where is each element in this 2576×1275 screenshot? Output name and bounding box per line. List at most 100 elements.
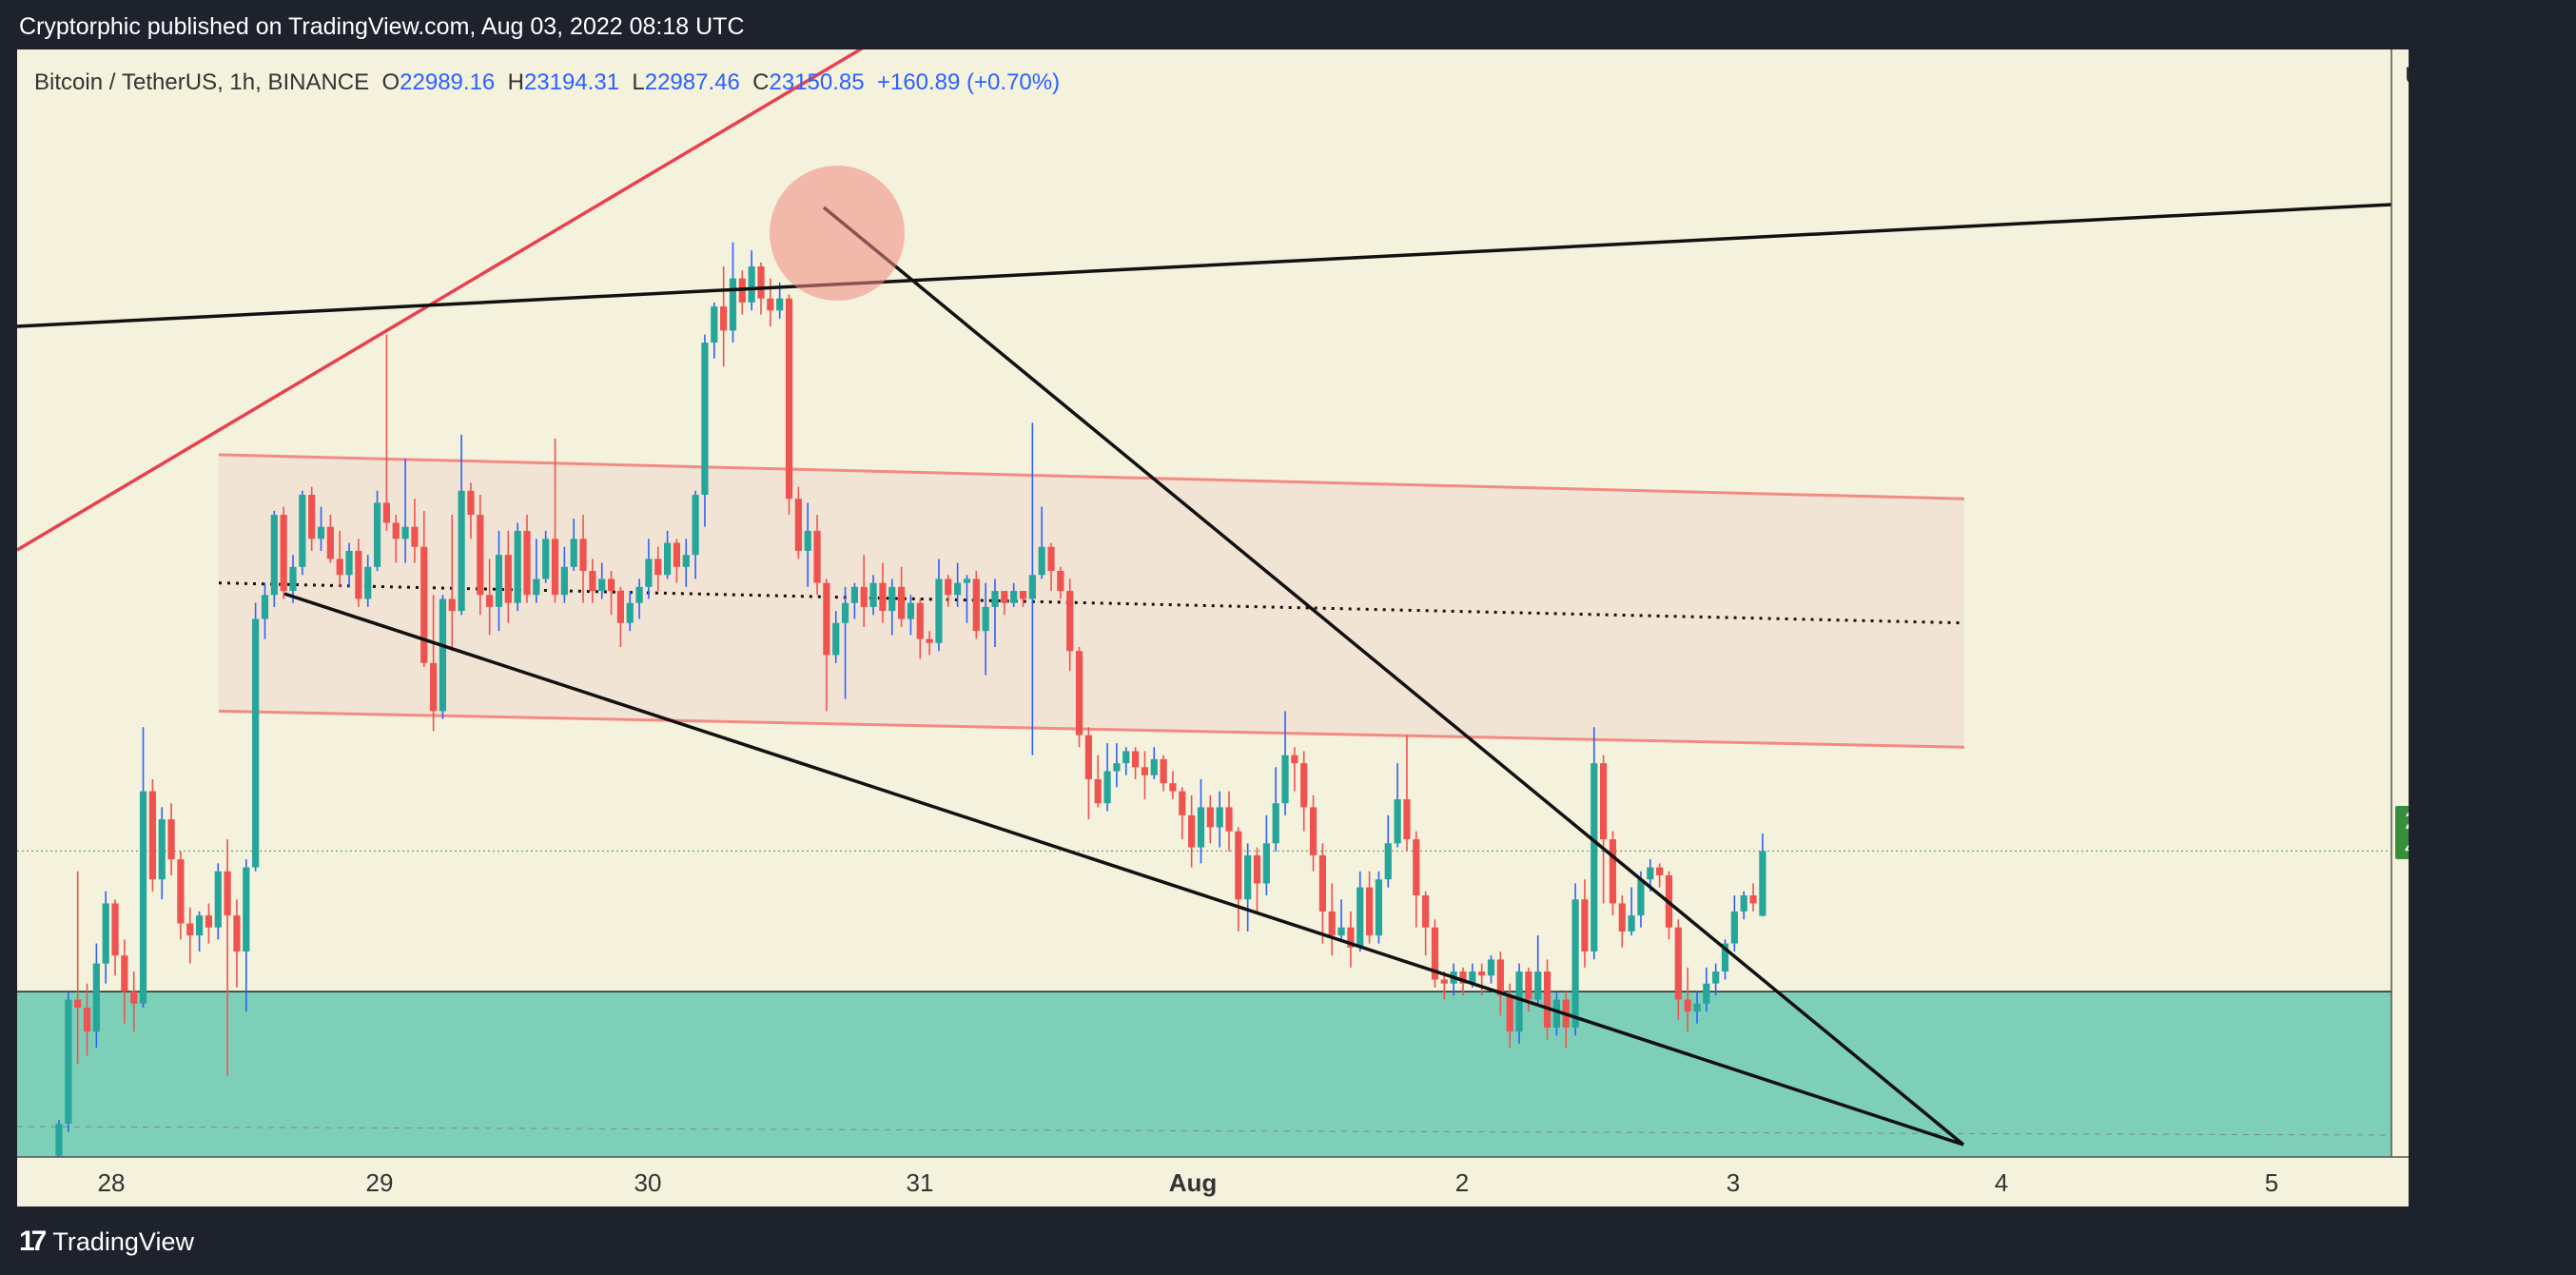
candle-body[interactable] [243,867,250,951]
candle-body[interactable] [1684,999,1691,1012]
candle-body[interactable] [308,495,316,539]
candle-body[interactable] [1422,895,1430,928]
candle-body[interactable] [486,595,494,607]
candle-body[interactable] [1459,971,1467,984]
candle-body[interactable] [767,298,774,311]
candle-body[interactable] [1197,807,1205,848]
candle-body[interactable] [1253,854,1261,884]
candle-body[interactable] [813,530,821,583]
candle-body[interactable] [439,598,447,712]
candle-body[interactable] [898,586,906,619]
candle-body[interactable] [832,622,840,656]
candle-body[interactable] [1141,767,1149,775]
candle-body[interactable] [579,539,587,571]
candle-body[interactable] [495,555,503,607]
candle-body[interactable] [776,298,784,311]
candle-body[interactable] [1084,735,1092,779]
candle-body[interactable] [1487,959,1495,976]
candle-body[interactable] [794,499,802,551]
candle-body[interactable] [1581,899,1589,951]
candle-body[interactable] [261,595,269,619]
candle-body[interactable] [233,915,241,951]
candle-body[interactable] [65,999,72,1125]
candle-body[interactable] [1001,591,1008,603]
candle-body[interactable] [616,591,624,623]
candle-body[interactable] [1281,755,1289,804]
candle-body[interactable] [289,566,297,592]
candle-body[interactable] [1047,546,1055,571]
candle-body[interactable] [1506,995,1513,1032]
candle-body[interactable] [729,278,737,331]
candle-body[interactable] [1525,971,1532,1000]
candle-body[interactable] [1057,571,1064,592]
chart-frame[interactable]: USDT24800.0024600.0024400.0024200.002400… [17,49,2409,1206]
candle-body[interactable] [850,586,858,603]
candle-body[interactable] [982,606,989,632]
candle-body[interactable] [467,490,475,516]
candle-body[interactable] [430,662,438,712]
candle-body[interactable] [1656,867,1664,875]
candle-body[interactable] [1440,979,1448,984]
candle-body[interactable] [1309,807,1317,855]
candle-body[interactable] [55,1124,63,1156]
candle-body[interactable] [1552,999,1560,1028]
candle-body[interactable] [1206,807,1214,828]
candle-body[interactable] [823,582,830,656]
candle-body[interactable] [130,991,138,1004]
candle-body[interactable] [991,591,999,607]
candle-body[interactable] [1618,903,1626,932]
candle-body[interactable] [1094,778,1102,804]
candle-body[interactable] [477,515,484,596]
candle-body[interactable] [748,266,755,303]
candle-body[interactable] [458,490,465,612]
candle-body[interactable] [1038,546,1045,576]
candle-body[interactable] [570,539,577,567]
candle-body[interactable] [692,495,699,556]
candle-body[interactable] [1122,751,1130,764]
candle-body[interactable] [83,1007,91,1032]
candle-body[interactable] [401,526,409,539]
candle-body[interactable] [701,343,709,495]
candle-body[interactable] [186,923,194,936]
candle-body[interactable] [1225,807,1233,832]
candle-body[interactable] [551,539,559,596]
candle-body[interactable] [1740,895,1747,912]
wedge-upper-line[interactable] [822,206,1965,1147]
candle-body[interactable] [589,571,596,592]
candle-body[interactable] [1169,783,1177,792]
candle-body[interactable] [935,579,943,643]
candle-body[interactable] [1394,799,1401,844]
candle-body[interactable] [1703,983,1710,1004]
candle-body[interactable] [92,963,100,1032]
candle-body[interactable] [560,566,568,596]
candle-body[interactable] [1600,763,1608,840]
candle-body[interactable] [111,903,119,956]
candle-body[interactable] [1075,651,1083,736]
candle-body[interactable] [1150,758,1158,775]
candle-body[interactable] [1318,854,1326,912]
wedge-lower-line[interactable] [283,592,1964,1147]
candle-body[interactable] [382,502,390,523]
candle-body[interactable] [1066,591,1074,652]
candle-body[interactable] [1272,803,1279,844]
candle-body[interactable] [1019,591,1027,599]
candle-body[interactable] [1160,758,1167,784]
candle-body[interactable] [804,530,811,551]
candle-body[interactable] [1712,971,1720,984]
channel-upper-line[interactable] [218,453,1965,500]
candle-body[interactable] [757,266,765,299]
candle-body[interactable] [673,542,681,567]
candle-body[interactable] [916,602,924,639]
candle-body[interactable] [1262,843,1270,884]
candle-body[interactable] [1590,763,1598,951]
long-resistance-line[interactable] [17,203,2392,328]
candle-body[interactable] [1300,763,1308,808]
candle-body[interactable] [1216,807,1223,828]
candle-body[interactable] [1291,755,1298,764]
candle-body[interactable] [167,819,175,860]
candle-body[interactable] [654,559,662,576]
candle-body[interactable] [1515,971,1523,1032]
candle-body[interactable] [888,586,896,612]
candle-body[interactable] [1749,895,1757,904]
candle-body[interactable] [972,579,980,632]
